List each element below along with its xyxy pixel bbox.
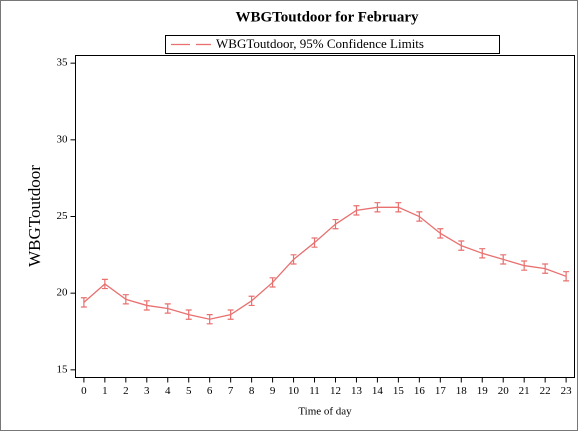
- error-bar: [500, 254, 507, 265]
- x-tick-label: 21: [519, 385, 530, 397]
- x-tick-label: 5: [186, 385, 192, 397]
- x-tick-label: 7: [228, 385, 234, 397]
- x-tick-label: 2: [123, 385, 129, 397]
- error-bar: [185, 309, 192, 320]
- x-tick-label: 14: [372, 385, 384, 397]
- error-bar: [101, 278, 108, 290]
- x-tick-label: 0: [81, 385, 87, 397]
- error-bar: [479, 248, 486, 259]
- x-tick-label: 18: [456, 385, 468, 397]
- x-tick-label: 9: [270, 385, 276, 397]
- x-tick-label: 11: [309, 385, 320, 397]
- legend-box: [165, 35, 500, 54]
- x-tick-label: 19: [477, 385, 489, 397]
- x-tick-label: 23: [561, 385, 573, 397]
- x-tick-label: 3: [144, 385, 150, 397]
- x-tick-label: 8: [249, 385, 255, 397]
- error-bar: [563, 271, 570, 282]
- error-bar: [374, 202, 381, 213]
- y-axis-label: WBGToutdoor: [25, 165, 44, 267]
- y-tick-label: 15: [57, 363, 69, 375]
- y-tick-label: 20: [57, 287, 69, 299]
- error-bar: [143, 300, 150, 311]
- error-bar: [521, 260, 528, 271]
- legend-label: WBGToutdoor, 95% Confidence Limits: [216, 36, 424, 51]
- error-bar: [458, 240, 465, 251]
- x-tick-label: 15: [393, 385, 405, 397]
- x-axis-label: Time of day: [298, 406, 352, 418]
- error-bar: [80, 297, 87, 308]
- x-tick-label: 6: [207, 385, 213, 397]
- x-tick-label: 10: [288, 385, 300, 397]
- x-tick-label: 16: [414, 385, 426, 397]
- x-tick-label: 4: [165, 385, 171, 397]
- error-bar: [290, 254, 297, 265]
- error-bar: [206, 314, 213, 325]
- x-tick-label: 1: [102, 385, 108, 397]
- error-bar: [332, 218, 339, 230]
- error-bar: [542, 263, 549, 274]
- x-tick-label: 12: [330, 385, 341, 397]
- x-tick-label: 20: [498, 385, 510, 397]
- error-bar: [248, 295, 255, 307]
- error-bar: [353, 205, 360, 216]
- chart-title: WBGToutdoor for February: [235, 9, 419, 25]
- error-bar: [269, 277, 276, 288]
- x-tick-label: 22: [540, 385, 551, 397]
- x-tick-label: 17: [435, 385, 447, 397]
- error-bar: [122, 294, 129, 305]
- error-bar: [311, 237, 318, 248]
- error-bar: [416, 211, 423, 222]
- x-tick-label: 13: [351, 385, 363, 397]
- y-tick-label: 25: [57, 210, 69, 222]
- error-bar: [227, 309, 234, 320]
- error-bar: [164, 303, 171, 314]
- error-bar: [395, 202, 402, 213]
- y-tick-label: 35: [57, 57, 69, 69]
- data-line: [83, 206, 567, 320]
- error-bar: [437, 228, 444, 239]
- y-tick-label: 30: [57, 133, 69, 145]
